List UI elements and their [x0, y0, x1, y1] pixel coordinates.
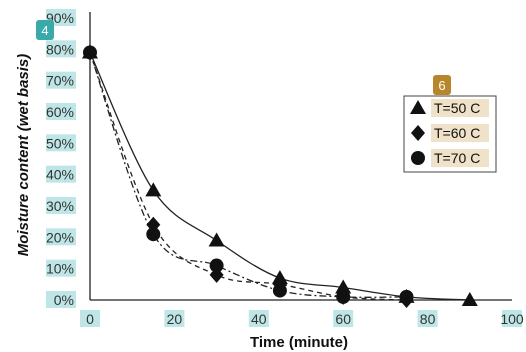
x-tick-highlight — [502, 310, 522, 327]
data-point — [83, 45, 97, 60]
x-tick: 40 — [248, 310, 269, 327]
x-tick: 100 — [500, 310, 524, 327]
legend-entry: T=60 C — [411, 124, 489, 142]
x-tick-highlight — [164, 310, 185, 327]
data-point — [146, 227, 161, 242]
y-tick: 0% — [46, 291, 76, 308]
y-tick: 10% — [46, 259, 76, 277]
y-tick-highlight — [46, 228, 76, 246]
legend-entry: T=50 C — [410, 99, 489, 117]
x-tick: 80 — [417, 310, 438, 327]
data-point — [145, 182, 162, 197]
data-point — [461, 292, 478, 306]
x-tick-highlight — [248, 310, 269, 327]
x-tick: 0 — [80, 310, 100, 327]
legend-marker — [410, 100, 426, 114]
x-axis-ticks: 0 20 40 60 80 100 — [80, 310, 524, 327]
y-tick: 30% — [46, 197, 76, 214]
data-point — [399, 289, 414, 304]
y-tick: 50% — [46, 134, 76, 152]
legend-label-highlight — [431, 149, 489, 167]
y-tick-highlight — [46, 71, 76, 89]
y-axis-ticks: 0%10%20%30%40%50%60%70%80%90% — [46, 9, 76, 308]
y-tick-highlight — [46, 197, 76, 214]
data-point — [335, 279, 352, 294]
x-tick-label: 0 — [86, 311, 94, 327]
y-tick-label: 0% — [54, 292, 74, 308]
series-markers — [82, 44, 478, 308]
y-tick-highlight — [46, 134, 76, 152]
legend-badge: 6 — [433, 75, 451, 95]
x-tick-highlight — [333, 310, 354, 327]
x-axis-title: Time (minute) — [250, 334, 348, 351]
y-axis-badge: 4 — [36, 20, 54, 40]
legend-entry: T=70 C — [411, 149, 489, 167]
data-point — [208, 232, 225, 247]
y-tick: 60% — [46, 103, 76, 120]
series-line — [89, 52, 470, 301]
x-tick: 60 — [333, 310, 354, 327]
y-tick-highlight — [46, 259, 76, 277]
x-tick: 20 — [164, 310, 185, 327]
y-tick-highlight — [46, 40, 76, 58]
legend: T=50 C T=60 C T=70 C — [403, 95, 497, 173]
y-tick-label: 60% — [46, 104, 74, 120]
x-tick-label: 60 — [335, 311, 351, 327]
y-tick-highlight — [46, 291, 76, 308]
series-line — [89, 52, 407, 301]
y-tick-label: 40% — [46, 167, 74, 183]
y-tick-label: 10% — [46, 261, 74, 277]
y-tick: 20% — [46, 228, 76, 246]
data-point — [209, 258, 224, 273]
y-axis-badge-label: 4 — [41, 23, 48, 38]
data-point — [272, 283, 287, 298]
y-tick: 40% — [46, 165, 76, 183]
y-tick-label: 20% — [46, 229, 74, 245]
y-tick-highlight — [46, 103, 76, 120]
legend-label: T=70 C — [434, 150, 480, 166]
y-axis-title: Moisture content (wet basis) — [15, 54, 32, 257]
legend-marker — [411, 125, 425, 141]
x-tick-label: 40 — [251, 311, 267, 327]
y-tick: 80% — [46, 40, 76, 58]
legend-label: T=60 C — [434, 125, 480, 141]
y-tick-label: 50% — [46, 135, 74, 151]
x-tick-label: 100 — [500, 311, 524, 327]
series-line — [89, 52, 407, 298]
x-tick-highlight — [417, 310, 438, 327]
y-tick-highlight — [46, 165, 76, 183]
legend-marker — [411, 151, 425, 165]
data-point — [336, 289, 351, 304]
y-tick-label: 80% — [46, 41, 74, 57]
x-tick-label: 80 — [420, 311, 436, 327]
legend-badge-label: 6 — [438, 78, 445, 93]
series-lines — [89, 52, 470, 301]
x-tick-highlight — [80, 310, 100, 327]
y-tick: 70% — [46, 71, 76, 89]
legend-label-highlight — [431, 124, 489, 142]
legend-label: T=50 C — [434, 100, 480, 116]
x-tick-label: 20 — [167, 311, 183, 327]
y-tick-label: 30% — [46, 198, 74, 214]
y-tick-label: 70% — [46, 73, 74, 89]
legend-label-highlight — [431, 99, 489, 117]
